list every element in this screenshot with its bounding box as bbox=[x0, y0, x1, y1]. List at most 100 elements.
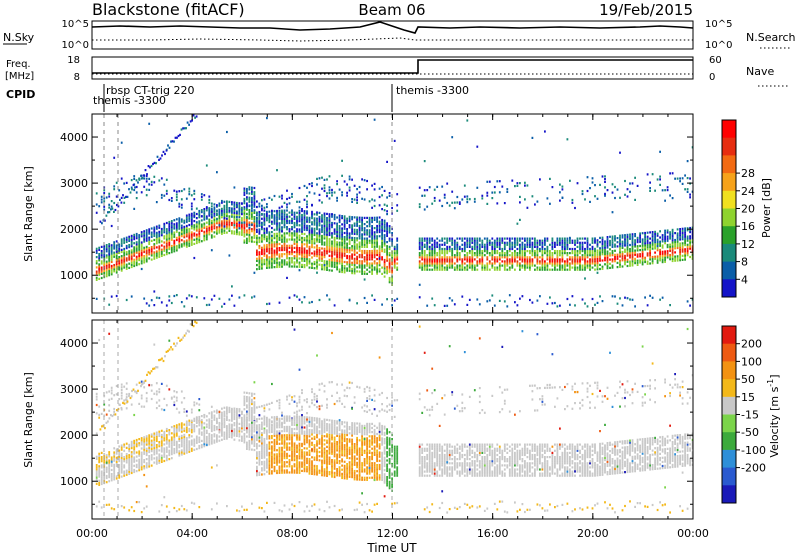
echo-cell bbox=[153, 161, 156, 164]
echo-cell bbox=[539, 243, 541, 246]
echo-cell bbox=[629, 254, 631, 257]
echo-cell bbox=[318, 238, 321, 241]
echo-cell bbox=[177, 134, 180, 138]
echo-cell bbox=[468, 256, 471, 259]
echo-cell bbox=[200, 219, 203, 222]
echo-cell bbox=[291, 259, 293, 262]
echo-cell bbox=[388, 276, 391, 280]
echo-cell bbox=[436, 264, 439, 267]
echo-cell bbox=[666, 235, 669, 238]
echo-cell bbox=[323, 178, 326, 181]
echo-cell bbox=[150, 250, 153, 253]
echo-cell bbox=[433, 260, 436, 263]
echo-cell bbox=[428, 245, 431, 248]
echo-cell bbox=[103, 475, 106, 478]
echo-cell bbox=[180, 441, 183, 444]
echo-cell bbox=[686, 250, 689, 253]
echo-cell bbox=[150, 389, 153, 392]
echo-cell bbox=[331, 242, 333, 245]
echo-cell bbox=[338, 216, 341, 219]
echo-cell bbox=[579, 256, 581, 259]
echo-cell bbox=[639, 259, 641, 262]
echo-cell bbox=[644, 256, 646, 259]
echo-cell bbox=[433, 254, 436, 257]
echo-cell bbox=[534, 239, 536, 242]
echo-cell bbox=[566, 247, 569, 251]
echo-cell bbox=[466, 195, 469, 198]
echo-cell bbox=[478, 245, 481, 248]
echo-cell bbox=[105, 476, 108, 480]
echo-cell bbox=[571, 201, 574, 204]
echo-cell bbox=[614, 185, 616, 189]
echo-cell bbox=[113, 410, 116, 413]
echo-cell bbox=[321, 263, 323, 267]
echo-cell bbox=[378, 216, 381, 219]
echo-cell bbox=[281, 244, 283, 247]
echo-cell bbox=[178, 508, 181, 511]
echo-cell bbox=[138, 238, 141, 241]
echo-cell bbox=[393, 260, 396, 263]
echo-cell bbox=[296, 253, 298, 256]
echo-cell bbox=[501, 252, 504, 255]
echo-cell bbox=[619, 236, 621, 239]
echo-cell bbox=[316, 263, 318, 266]
echo-cell bbox=[291, 265, 293, 268]
echo-cell bbox=[123, 474, 126, 477]
echo-cell bbox=[118, 476, 121, 479]
echo-cell bbox=[366, 216, 368, 219]
echo-cell bbox=[263, 213, 266, 216]
echo-cell bbox=[621, 240, 624, 243]
echo-cell bbox=[589, 254, 591, 257]
echo-cell bbox=[539, 178, 541, 181]
echo-cell bbox=[153, 243, 156, 246]
echo-cell bbox=[145, 229, 148, 232]
echo-cell bbox=[524, 252, 526, 255]
echo-cell bbox=[251, 223, 253, 226]
echo-cell bbox=[486, 243, 489, 246]
echo-cell bbox=[158, 224, 161, 227]
echo-cell bbox=[248, 221, 251, 224]
echo-cell bbox=[586, 189, 589, 193]
echo-cell bbox=[173, 431, 176, 434]
echo-cell bbox=[95, 260, 98, 263]
echo-cell bbox=[556, 256, 559, 259]
echo-cell bbox=[141, 177, 144, 180]
echo-cell bbox=[95, 398, 98, 401]
echo-cell bbox=[483, 243, 486, 246]
echo-cell bbox=[639, 244, 641, 248]
echo-cell bbox=[351, 218, 353, 221]
echo-cell bbox=[105, 196, 108, 199]
echo-cell bbox=[604, 194, 606, 197]
echo-cell bbox=[601, 259, 604, 262]
echo-cell bbox=[293, 221, 296, 225]
echo-cell bbox=[586, 250, 589, 253]
echo-cell bbox=[498, 258, 501, 261]
echo-cell bbox=[383, 242, 386, 245]
echo-cell bbox=[178, 235, 181, 239]
echo-cell bbox=[188, 240, 191, 243]
echo-cell bbox=[190, 241, 193, 244]
echo-cell bbox=[216, 209, 218, 212]
echo-cell bbox=[195, 237, 198, 240]
echo-cell bbox=[273, 217, 276, 220]
colorbar-swatch bbox=[722, 226, 736, 245]
echo-cell bbox=[516, 243, 519, 246]
echo-cell bbox=[185, 226, 188, 230]
echo-cell bbox=[503, 243, 506, 246]
echo-cell bbox=[118, 466, 121, 469]
echo-cell bbox=[326, 229, 328, 232]
echo-cell bbox=[671, 239, 674, 242]
echo-cell bbox=[566, 237, 569, 240]
echo-cell bbox=[173, 506, 176, 510]
echo-cell bbox=[276, 243, 278, 246]
echo-cell bbox=[188, 450, 191, 453]
echo-cell bbox=[396, 239, 399, 242]
echo-cell bbox=[263, 198, 266, 201]
echo-cell bbox=[611, 252, 614, 255]
echo-cell bbox=[95, 392, 98, 395]
echo-cell bbox=[328, 238, 331, 241]
echo-cell bbox=[263, 217, 266, 220]
echo-cell bbox=[346, 248, 348, 251]
echo-cell bbox=[281, 216, 283, 219]
echo-cell bbox=[591, 258, 594, 261]
